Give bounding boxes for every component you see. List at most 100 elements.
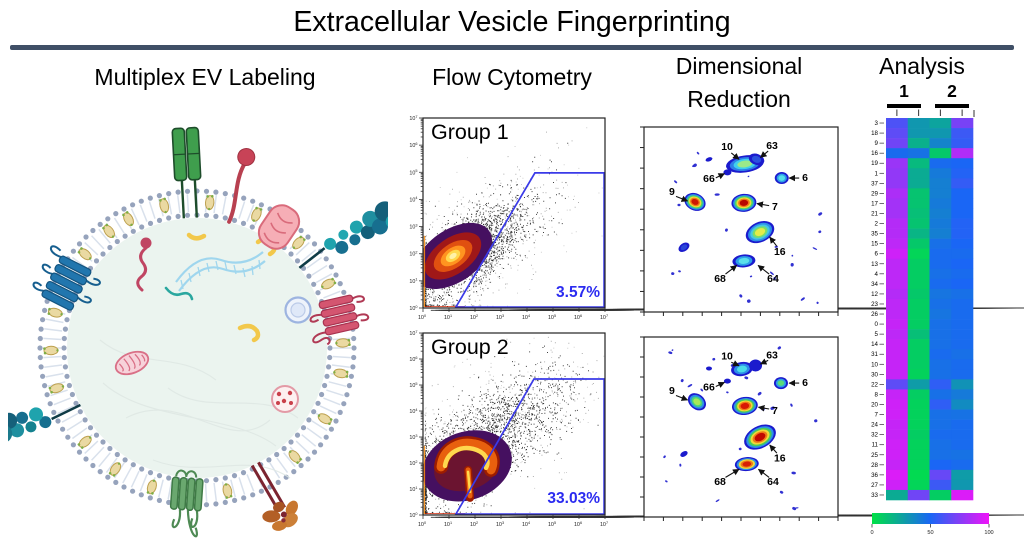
cluster-blob xyxy=(745,221,775,244)
heatmap-group-1-label: 1 xyxy=(899,81,909,101)
flow-group-2-title: Group 2 xyxy=(431,335,509,359)
cluster-label: 10 xyxy=(721,141,733,153)
cluster-arrow xyxy=(725,264,738,275)
channel-protein-pink-icon xyxy=(257,204,301,250)
svg-text:27: 27 xyxy=(871,482,878,489)
cluster-label: 9 xyxy=(669,186,675,198)
svg-text:29: 29 xyxy=(871,190,878,197)
heatmap-group-2-underline xyxy=(935,104,969,108)
cluster-label: 16 xyxy=(774,453,786,465)
svg-text:100: 100 xyxy=(409,305,417,312)
cluster-arrow xyxy=(757,404,770,412)
lipid-anchor-icons xyxy=(43,194,351,499)
svg-text:19: 19 xyxy=(871,160,878,167)
svg-text:102: 102 xyxy=(470,521,478,528)
cluster-blob xyxy=(723,378,731,384)
cluster-arrow xyxy=(725,468,740,478)
receptor-green-icon xyxy=(171,126,202,219)
cluster-arrow xyxy=(757,264,770,275)
svg-text:2: 2 xyxy=(875,221,879,228)
cluster-blob xyxy=(731,396,758,416)
cluster-label: 6 xyxy=(802,172,808,184)
svg-text:22: 22 xyxy=(871,381,878,388)
cluster-label: 10 xyxy=(721,350,733,362)
svg-text:13: 13 xyxy=(871,261,878,268)
svg-text:5: 5 xyxy=(875,331,879,338)
cluster-arrow xyxy=(715,173,726,180)
svg-text:6: 6 xyxy=(875,251,879,258)
lollipop-protein-red-icon xyxy=(227,147,256,224)
density-core xyxy=(423,222,493,289)
colorbar-tick-label: 0 xyxy=(870,530,873,536)
cluster-blob xyxy=(723,169,732,176)
svg-text:4: 4 xyxy=(875,271,879,278)
cluster-blob xyxy=(684,192,706,211)
cluster-blob xyxy=(774,172,789,185)
svg-text:107: 107 xyxy=(409,115,417,122)
svg-text:100: 100 xyxy=(418,314,426,321)
svg-text:21: 21 xyxy=(871,211,878,218)
svg-text:103: 103 xyxy=(409,434,417,441)
cluster-label: 64 xyxy=(767,476,779,488)
cluster-arrow xyxy=(769,444,778,454)
svg-text:30: 30 xyxy=(871,371,878,378)
svg-text:36: 36 xyxy=(871,472,878,479)
svg-text:18: 18 xyxy=(871,130,878,137)
svg-text:9: 9 xyxy=(875,140,879,147)
cluster-blob xyxy=(773,377,788,390)
colorbar-tick-label: 50 xyxy=(927,530,933,536)
svg-text:31: 31 xyxy=(871,351,878,358)
heatmap-cells xyxy=(886,118,974,501)
svg-text:101: 101 xyxy=(409,278,417,285)
cluster-label: 68 xyxy=(714,273,726,285)
svg-text:15: 15 xyxy=(871,241,878,248)
svg-text:12: 12 xyxy=(871,291,878,298)
svg-text:105: 105 xyxy=(409,169,417,176)
flow-group-1-gate-percent: 3.57% xyxy=(556,284,600,301)
protein-curl-red-icon xyxy=(136,237,152,292)
cluster-arrow xyxy=(758,468,770,478)
cluster-arrow xyxy=(759,150,769,158)
flow-group-1-title: Group 1 xyxy=(431,120,509,144)
svg-text:107: 107 xyxy=(600,314,608,321)
cluster-arrow xyxy=(675,394,689,401)
svg-text:100: 100 xyxy=(409,512,417,519)
heatmap-group-1-underline xyxy=(887,104,921,108)
colorbar-tick-label: 100 xyxy=(984,530,993,536)
glycoprotein-chain-teal-bottom-icon xyxy=(8,403,81,443)
cluster-label: 63 xyxy=(766,140,778,152)
svg-text:24: 24 xyxy=(871,422,878,429)
svg-text:0: 0 xyxy=(875,321,879,328)
cluster-blob xyxy=(744,424,776,450)
svg-text:107: 107 xyxy=(409,330,417,337)
svg-text:17: 17 xyxy=(871,200,878,207)
svg-text:104: 104 xyxy=(522,314,530,321)
section-label-dimensional: Dimensional xyxy=(675,53,803,79)
heatmap-group-2-label: 2 xyxy=(947,81,957,101)
cluster-arrow xyxy=(675,195,689,202)
heatmap-column-ticks xyxy=(896,109,975,117)
svg-text:103: 103 xyxy=(496,314,504,321)
svg-text:20: 20 xyxy=(871,402,878,409)
svg-text:28: 28 xyxy=(871,462,878,469)
section-label-analysis: Analysis xyxy=(879,53,965,79)
svg-text:26: 26 xyxy=(871,311,878,318)
svg-text:7: 7 xyxy=(875,412,879,419)
section-label-multiplex: Multiplex EV Labeling xyxy=(94,64,316,90)
title-divider xyxy=(10,45,1014,50)
heatmap-row-labels: 3189161913729172123515613434122326051431… xyxy=(871,120,884,499)
svg-text:104: 104 xyxy=(522,521,530,528)
mrna-teal-icon xyxy=(164,286,194,301)
cluster-label: 66 xyxy=(703,173,715,185)
cluster-label: 63 xyxy=(766,350,778,362)
svg-text:105: 105 xyxy=(548,521,556,528)
svg-text:106: 106 xyxy=(409,356,417,363)
svg-text:106: 106 xyxy=(409,142,417,149)
svg-text:11: 11 xyxy=(872,442,879,449)
